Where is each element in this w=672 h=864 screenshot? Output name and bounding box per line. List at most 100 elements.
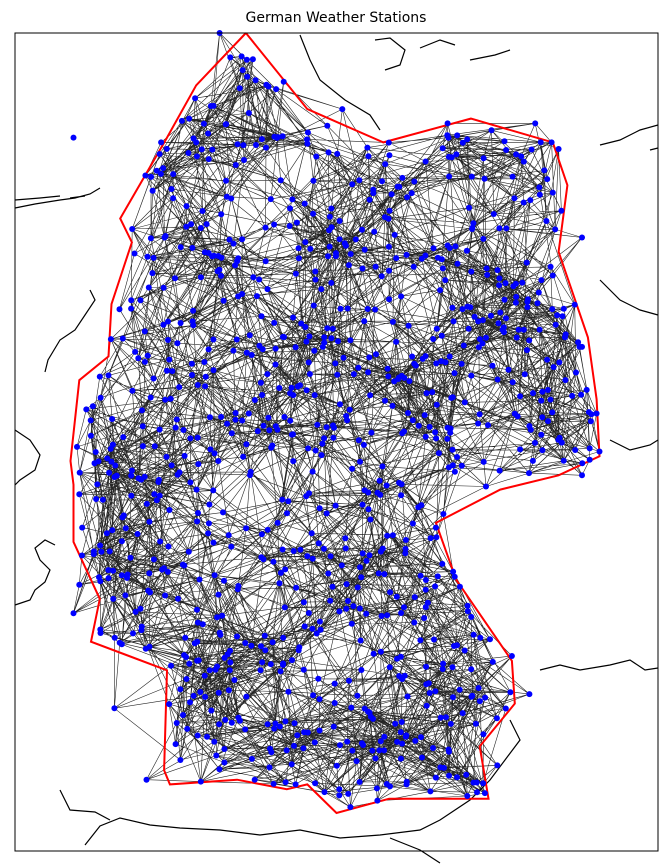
station-point	[319, 440, 326, 447]
station-point	[234, 141, 241, 148]
station-point	[234, 586, 241, 593]
station-point	[379, 463, 386, 470]
station-point	[461, 647, 468, 654]
station-point	[225, 532, 232, 539]
station-point	[224, 651, 231, 658]
station-point	[361, 246, 368, 253]
station-point	[128, 492, 135, 499]
station-point	[228, 543, 235, 550]
station-point	[321, 435, 328, 442]
station-point	[430, 745, 436, 751]
station-point	[290, 314, 297, 321]
station-point	[234, 633, 240, 640]
station-point	[465, 325, 472, 332]
station-point	[526, 470, 532, 477]
station-point	[334, 150, 341, 157]
station-point	[520, 326, 527, 333]
station-point	[337, 401, 343, 408]
station-point	[87, 432, 94, 439]
station-point	[175, 595, 181, 602]
station-point	[312, 268, 319, 275]
station-point	[147, 589, 153, 596]
coastline-layer	[14, 34, 659, 864]
station-point	[382, 397, 388, 404]
station-point	[122, 525, 129, 532]
station-point	[163, 453, 170, 460]
station-point	[232, 262, 239, 269]
station-point	[399, 740, 406, 747]
station-point	[300, 745, 307, 752]
station-point	[232, 416, 239, 423]
station-point	[227, 659, 234, 666]
station-point	[382, 161, 389, 168]
station-point	[490, 211, 497, 217]
station-point	[363, 610, 370, 617]
station-point	[468, 666, 475, 673]
station-point	[352, 236, 359, 243]
station-point	[312, 780, 319, 787]
station-point	[203, 221, 210, 228]
station-point	[232, 162, 239, 168]
station-point	[219, 612, 226, 619]
station-point	[119, 335, 126, 342]
station-point	[271, 133, 278, 140]
station-point	[327, 553, 334, 560]
station-point	[76, 491, 83, 498]
station-point	[453, 151, 460, 158]
station-point	[130, 630, 136, 637]
station-point	[205, 346, 212, 353]
station-point	[426, 423, 433, 430]
station-point	[429, 389, 436, 396]
station-point	[223, 193, 230, 200]
station-point	[422, 577, 429, 583]
station-point	[423, 681, 430, 688]
station-point	[211, 252, 217, 259]
border-austria-czech	[539, 659, 659, 671]
station-point	[87, 417, 94, 424]
station-point	[283, 747, 290, 754]
station-point	[454, 260, 461, 267]
station-point	[499, 326, 506, 333]
station-point	[215, 591, 222, 598]
station-point	[463, 771, 470, 778]
station-point	[265, 414, 272, 421]
station-point	[513, 334, 520, 341]
station-point	[350, 371, 357, 378]
station-point	[336, 786, 343, 793]
station-point	[572, 447, 579, 453]
station-point	[335, 338, 341, 345]
station-point	[464, 602, 471, 609]
station-point	[330, 434, 337, 441]
station-point	[367, 713, 374, 720]
station-point	[243, 349, 250, 356]
station-point	[266, 764, 273, 771]
station-point	[321, 789, 328, 796]
station-point	[502, 705, 509, 712]
station-point	[194, 518, 201, 525]
station-point	[309, 555, 316, 562]
station-point	[97, 578, 104, 585]
station-point	[160, 165, 167, 172]
station-point	[373, 351, 379, 358]
station-point	[456, 583, 463, 590]
station-point	[575, 339, 582, 346]
station-point	[259, 346, 266, 353]
station-point	[586, 445, 593, 452]
station-point	[326, 227, 333, 234]
station-point	[210, 539, 217, 546]
station-point	[197, 778, 204, 785]
station-point	[151, 443, 158, 450]
station-point	[511, 410, 518, 417]
station-point	[538, 431, 545, 438]
station-point	[139, 443, 146, 450]
station-point	[443, 714, 449, 721]
station-point	[386, 296, 393, 303]
station-point	[435, 450, 442, 457]
station-point	[503, 225, 510, 232]
station-point	[451, 643, 457, 649]
station-point	[194, 434, 201, 441]
station-point	[434, 573, 441, 580]
station-point	[218, 254, 225, 261]
station-point	[118, 641, 125, 648]
station-point	[143, 500, 150, 507]
